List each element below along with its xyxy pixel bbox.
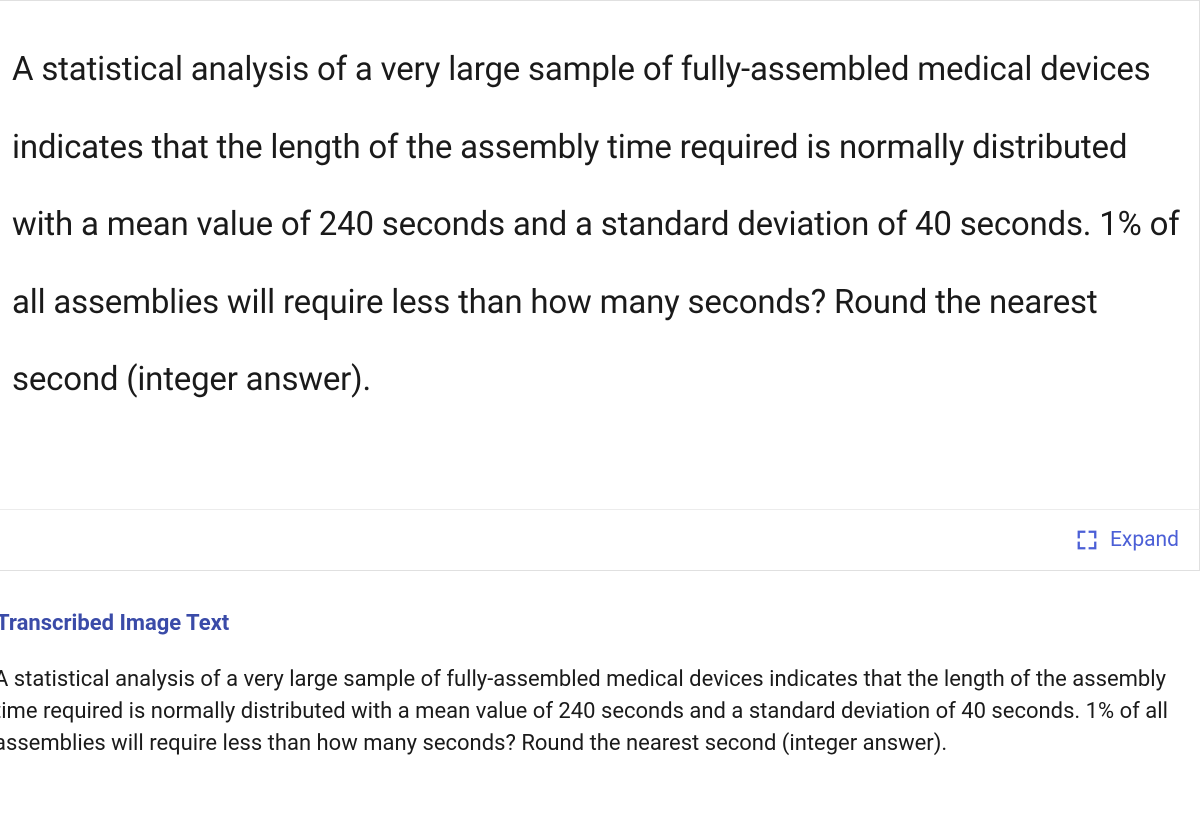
question-text: A statistical analysis of a very large s…: [12, 31, 1187, 419]
expand-label: Expand: [1110, 528, 1179, 552]
transcribed-body: A statistical analysis of a very large s…: [0, 664, 1200, 760]
question-container: A statistical analysis of a very large s…: [0, 0, 1200, 509]
expand-icon: [1076, 529, 1098, 551]
expand-button[interactable]: Expand: [1076, 528, 1179, 552]
expand-row: Expand: [0, 509, 1200, 571]
transcribed-heading: Transcribed Image Text: [0, 611, 1200, 636]
transcribed-section: Transcribed Image Text A statistical ana…: [0, 571, 1200, 760]
